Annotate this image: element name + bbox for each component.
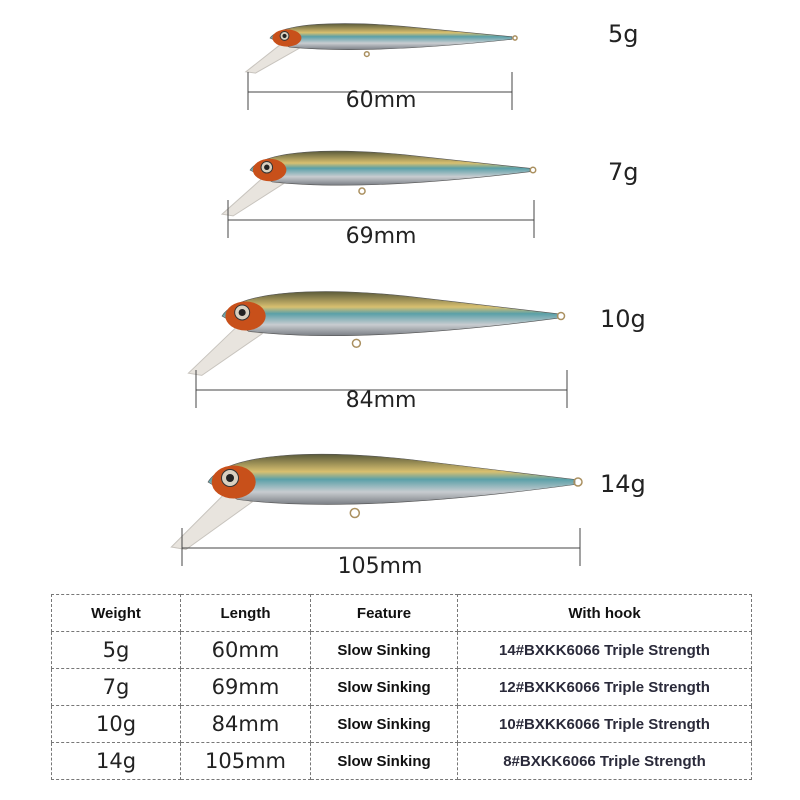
cell-weight: 7g [51,668,181,706]
cell-feature: Slow Sinking [310,742,458,780]
lure-body [249,150,531,186]
weight-label-2: 7g [608,158,639,186]
table-header-row: Weight Length Feature With hook [51,594,752,632]
header-feature: Feature [310,594,458,632]
cell-weight: 10g [51,705,181,743]
pupil [282,33,287,38]
weight-label-1: 5g [608,20,639,48]
weight-label-4: 14g [600,470,646,498]
cell-length: 69mm [180,668,311,706]
lure-body [221,291,559,337]
lure-body [207,453,576,505]
lure-lip [187,324,264,376]
table-row: 14g 105mm Slow Sinking 8#BXKK6066 Triple… [51,742,752,780]
cell-hook: 14#BXKK6066 Triple Strength [457,631,752,669]
cell-hook: 8#BXKK6066 Triple Strength [457,742,752,780]
length-label-3: 84mm [345,388,417,413]
header-weight: Weight [51,594,181,632]
tail-ring [512,35,518,41]
cell-length: 84mm [180,705,311,743]
table-row: 7g 69mm Slow Sinking 12#BXKK6066 Triple … [51,668,752,706]
cell-length: 60mm [180,631,311,669]
cell-feature: Slow Sinking [310,668,458,706]
hook-eye-ring [358,187,366,195]
hook-eye-ring [351,338,362,348]
cell-length: 105mm [180,742,311,780]
table-row: 10g 84mm Slow Sinking 10#BXKK6066 Triple… [51,705,752,743]
cell-feature: Slow Sinking [310,631,458,669]
tail-ring [573,477,583,487]
weight-label-3: 10g [600,305,646,333]
lure-body [269,23,513,50]
lure-lip [170,491,254,551]
cell-weight: 14g [51,742,181,780]
lure-lip [220,176,285,217]
cell-weight: 5g [51,631,181,669]
length-label-1: 60mm [345,88,417,113]
pupil [226,474,235,482]
spec-table: Weight Length Feature With hook 5g 60mm … [51,594,752,780]
hook-eye-ring [363,51,370,58]
tail-ring [556,311,566,321]
pupil [238,308,246,317]
pupil [264,164,270,170]
length-label-4: 105mm [337,554,423,579]
header-length: Length [180,594,311,632]
length-label-2: 69mm [345,224,417,249]
cell-hook: 12#BXKK6066 Triple Strength [457,668,752,706]
table-row: 5g 60mm Slow Sinking 14#BXKK6066 Triple … [51,631,752,669]
lure-lip [244,42,301,74]
cell-feature: Slow Sinking [310,705,458,743]
cell-hook: 10#BXKK6066 Triple Strength [457,705,752,743]
hook-eye-ring [349,507,361,519]
lures-illustration [170,23,583,566]
header-hook: With hook [457,594,752,632]
tail-ring [529,166,537,174]
